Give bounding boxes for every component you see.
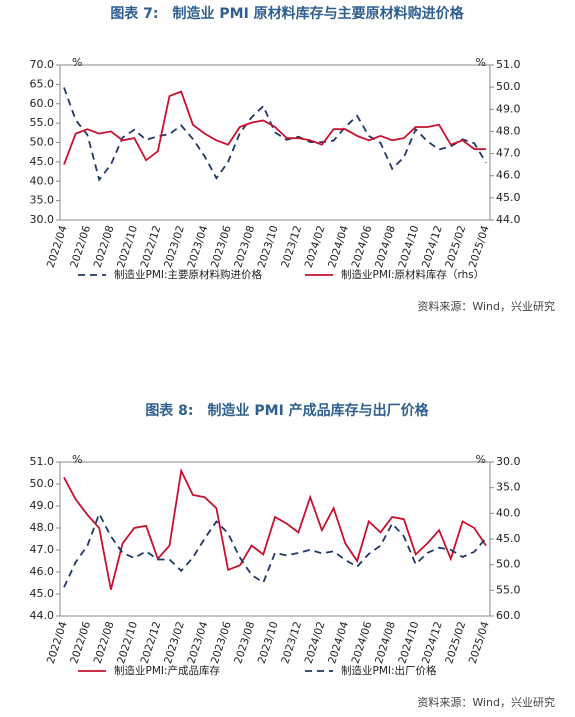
- y-tick-label: 70.0: [30, 58, 55, 71]
- y-tick-label: 35.0: [30, 194, 55, 207]
- y2-tick-label: 48.0: [496, 124, 521, 137]
- y-unit: %: [72, 453, 82, 466]
- x-tick-label: 2022/06: [68, 620, 93, 665]
- y-tick-label: 45.0: [30, 155, 55, 168]
- x-tick-label: 2022/10: [115, 620, 140, 665]
- x-tick-label: 2024/10: [396, 620, 421, 665]
- y-tick-label: 47.0: [30, 543, 55, 556]
- x-tick-label: 2023/04: [185, 224, 210, 269]
- y2-tick-label: 35.0: [496, 481, 521, 494]
- y2-tick-label: 51.0: [496, 58, 521, 71]
- x-tick-label: 2024/12: [420, 620, 445, 665]
- source-note: 资料来源：Wind，兴业研究: [417, 299, 555, 313]
- y-tick-label: 49.0: [30, 499, 55, 512]
- y-tick-label: 30.0: [30, 213, 55, 226]
- x-tick-label: 2023/08: [232, 224, 257, 269]
- x-tick-label: 2024/06: [350, 620, 375, 665]
- chart-title: 图表 8: 制造业 PMI 产成品库存与出厂价格: [145, 402, 429, 419]
- x-tick-label: 2025/04: [467, 224, 492, 269]
- y-tick-label: 50.0: [30, 136, 55, 149]
- x-tick-label: 2024/02: [303, 224, 328, 269]
- y2-tick-label: 44.0: [496, 213, 521, 226]
- x-tick-label: 2025/02: [443, 620, 468, 665]
- chart-title: 图表 7: 制造业 PMI 原材料库存与主要原材料购进价格: [110, 5, 464, 22]
- legend-label: 制造业PMI:主要原材料购进价格: [114, 268, 263, 281]
- y-tick-label: 50.0: [30, 477, 55, 490]
- series-line: [63, 511, 487, 588]
- source-note: 资料来源：Wind，兴业研究: [417, 695, 555, 709]
- x-tick-label: 2023/06: [209, 620, 234, 665]
- y2-tick-label: 45.0: [496, 532, 521, 545]
- x-tick-label: 2023/10: [256, 224, 281, 269]
- x-tick-label: 2023/02: [162, 224, 187, 269]
- x-tick-label: 2023/12: [279, 224, 304, 269]
- x-tick-label: 2024/02: [303, 620, 328, 665]
- y2-tick-label: 55.0: [496, 583, 521, 596]
- x-tick-label: 2025/02: [443, 224, 468, 269]
- y2-tick-label: 30.0: [496, 455, 521, 468]
- legend-label: 制造业PMI:产成品库存: [114, 664, 221, 677]
- y-unit: %: [72, 56, 82, 69]
- legend-label: 制造业PMI:出厂价格: [341, 664, 437, 677]
- x-tick-label: 2024/04: [326, 620, 351, 665]
- x-tick-label: 2022/10: [115, 224, 140, 269]
- x-tick-label: 2023/08: [232, 620, 257, 665]
- x-tick-label: 2023/06: [209, 224, 234, 269]
- x-tick-label: 2022/08: [92, 224, 117, 269]
- series-line: [63, 467, 487, 590]
- legend-label: 制造业PMI:原材料库存（rhs）: [341, 268, 484, 281]
- y-tick-label: 65.0: [30, 77, 55, 90]
- x-tick-label: 2023/12: [279, 620, 304, 665]
- y-tick-label: 40.0: [30, 174, 55, 187]
- plot-frame: [59, 64, 491, 221]
- y-tick-label: 51.0: [30, 455, 55, 468]
- x-tick-label: 2024/12: [420, 224, 445, 269]
- x-tick-label: 2024/04: [326, 224, 351, 269]
- series-line: [63, 90, 486, 165]
- y2-unit: %: [476, 56, 486, 69]
- x-tick-label: 2023/10: [256, 620, 281, 665]
- y2-tick-label: 60.0: [496, 609, 521, 622]
- x-tick-label: 2022/04: [45, 224, 70, 269]
- y-tick-label: 55.0: [30, 116, 55, 129]
- x-tick-label: 2022/12: [139, 620, 164, 665]
- x-tick-label: 2023/02: [162, 620, 187, 665]
- x-tick-label: 2024/06: [350, 224, 375, 269]
- y2-tick-label: 47.0: [496, 147, 521, 160]
- plot-frame: [59, 461, 491, 617]
- y2-tick-label: 50.0: [496, 558, 521, 571]
- y-tick-label: 45.0: [30, 587, 55, 600]
- y2-tick-label: 45.0: [496, 191, 521, 204]
- y-tick-label: 48.0: [30, 521, 55, 534]
- y2-tick-label: 49.0: [496, 102, 521, 115]
- y-tick-label: 44.0: [30, 609, 55, 622]
- x-tick-label: 2022/12: [139, 224, 164, 269]
- y2-tick-label: 46.0: [496, 169, 521, 182]
- x-tick-label: 2023/04: [185, 620, 210, 665]
- x-tick-label: 2024/08: [373, 224, 398, 269]
- y2-tick-label: 50.0: [496, 80, 521, 93]
- x-tick-label: 2024/10: [396, 224, 421, 269]
- y2-unit: %: [476, 453, 486, 466]
- y2-tick-label: 40.0: [496, 506, 521, 519]
- y-tick-label: 60.0: [30, 97, 55, 110]
- x-tick-label: 2025/04: [467, 620, 492, 665]
- x-tick-label: 2022/06: [68, 224, 93, 269]
- x-tick-label: 2022/04: [45, 620, 70, 665]
- x-tick-label: 2024/08: [373, 620, 398, 665]
- y-tick-label: 46.0: [30, 565, 55, 578]
- x-tick-label: 2022/08: [92, 620, 117, 665]
- series-line: [63, 87, 487, 182]
